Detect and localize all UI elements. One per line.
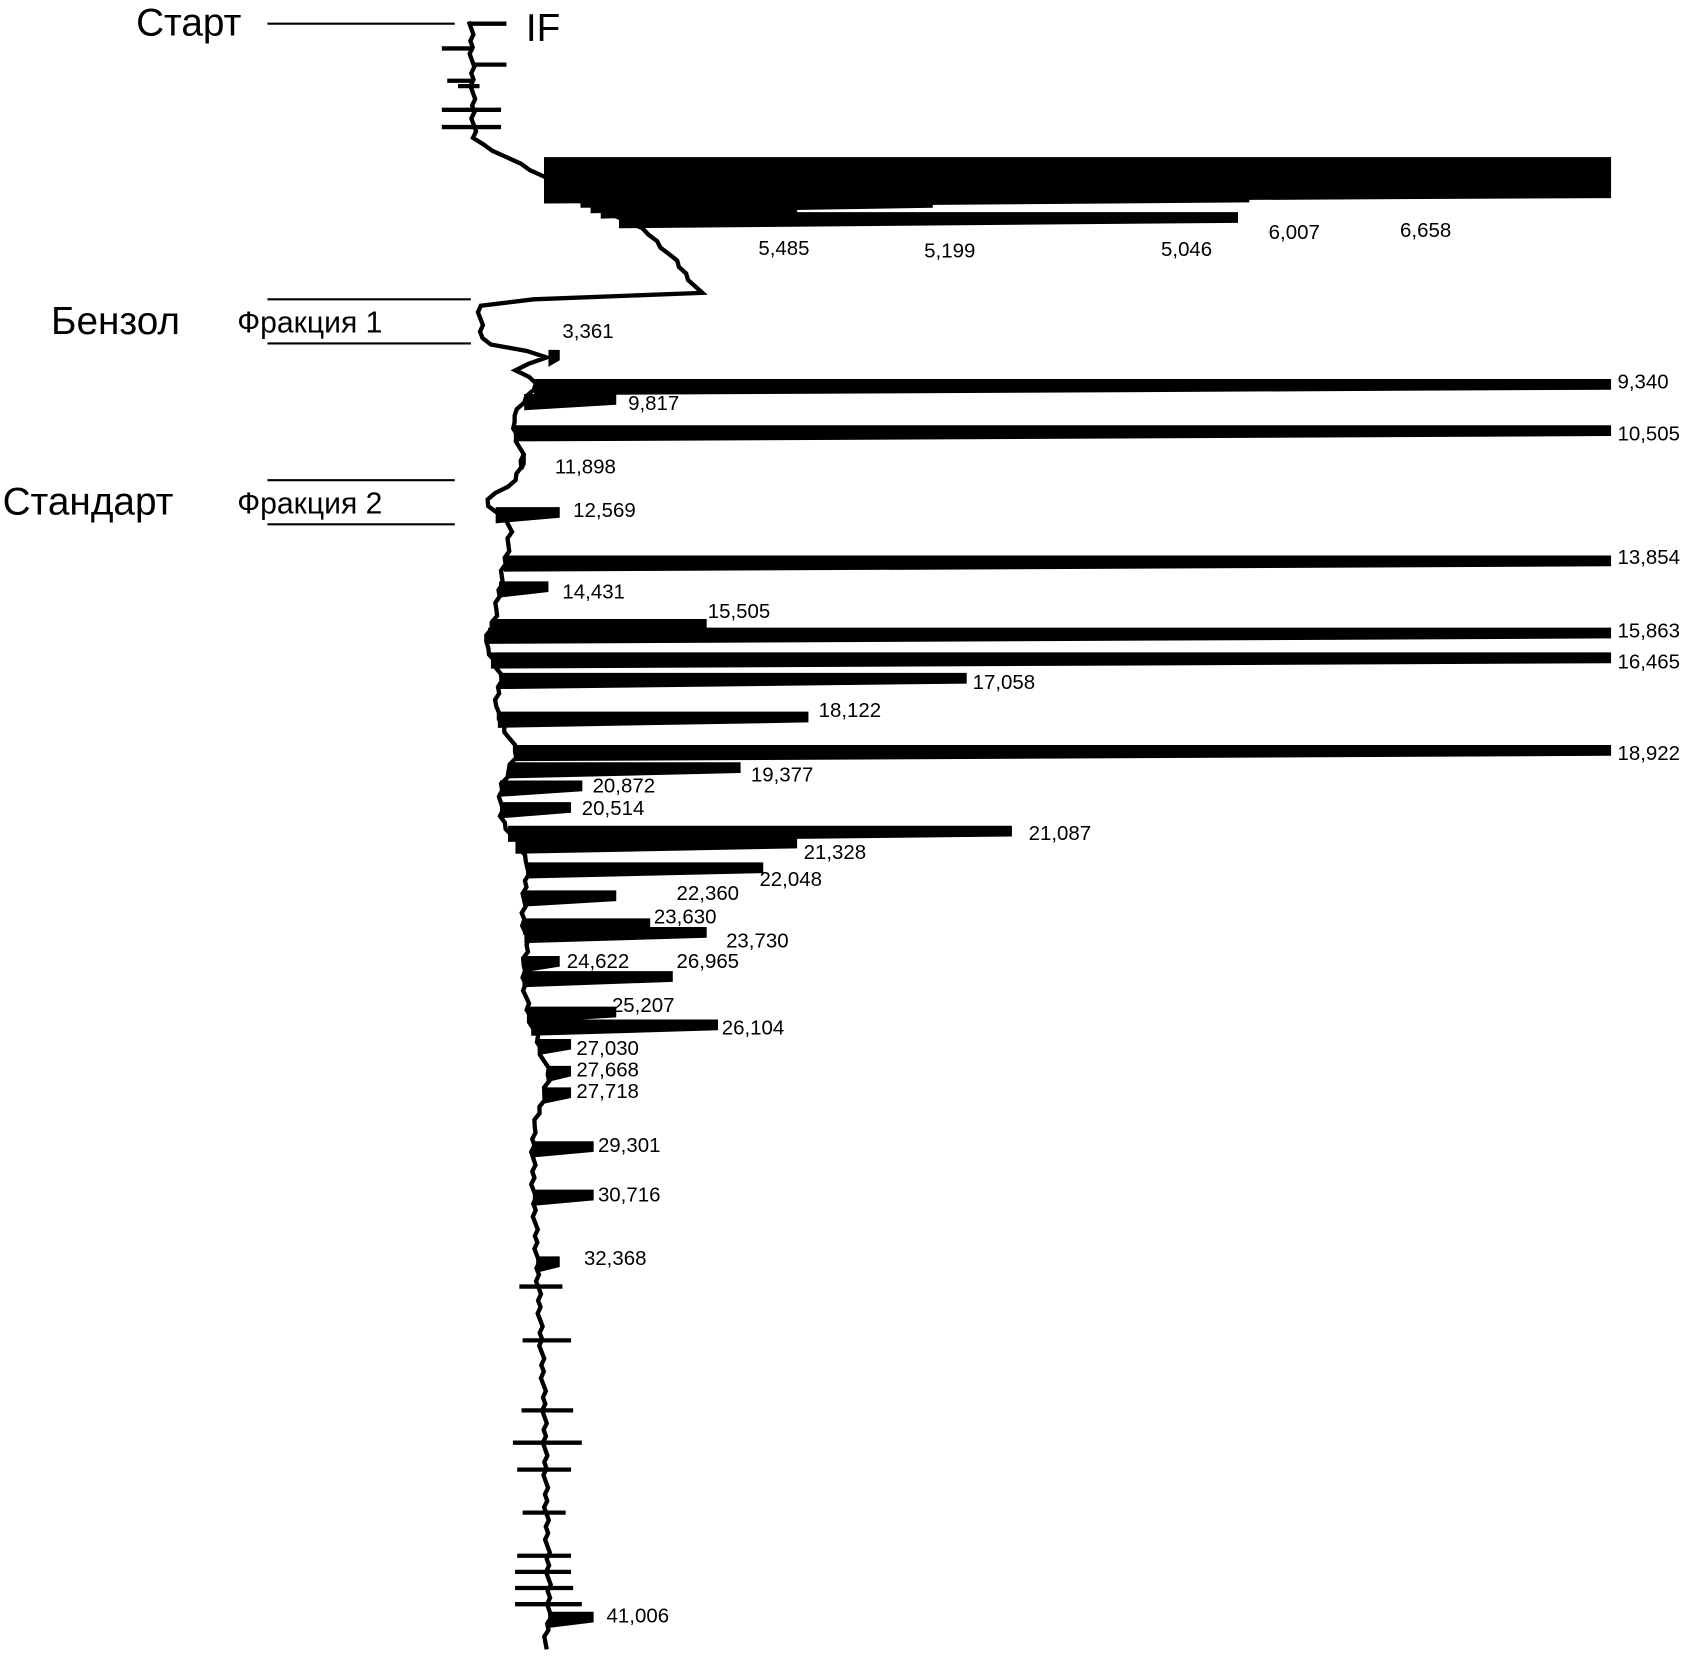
peak — [504, 555, 1612, 572]
peak-label: 22,360 — [677, 882, 740, 905]
peak-label: 9,340 — [1618, 371, 1669, 394]
annotations: Старт IF Бензол Фракция 1 Стандарт Фракц… — [3, 2, 560, 526]
peak — [515, 837, 798, 854]
peak — [534, 378, 1612, 396]
peak — [488, 627, 1612, 644]
peak-label: 32,368 — [584, 1247, 647, 1270]
peak-label: 12,569 — [573, 499, 636, 522]
peak — [532, 1141, 594, 1158]
peak-label: 20,872 — [593, 774, 656, 797]
peak-label: 41,006 — [607, 1604, 670, 1627]
peak-label: 11,898 — [555, 456, 616, 479]
peak — [532, 1189, 594, 1206]
peak-label: 25,207 — [612, 994, 675, 1017]
peak — [497, 711, 809, 728]
peak — [531, 1019, 718, 1036]
peak — [520, 454, 526, 470]
peak-label: 23,730 — [726, 929, 789, 952]
peak — [508, 825, 1012, 842]
peak — [524, 926, 707, 944]
peak — [495, 507, 560, 524]
peak-label: 20,514 — [582, 797, 645, 820]
peak-label: 14,431 — [562, 581, 625, 604]
peak-label: 6,007 — [1269, 221, 1320, 244]
peak-label: 27,668 — [576, 1059, 639, 1082]
peak-label: 27,030 — [576, 1037, 639, 1060]
peak-label: 5,199 — [924, 239, 975, 262]
peak — [526, 862, 764, 879]
peak — [526, 1006, 617, 1023]
peak-label: 16,465 — [1618, 651, 1681, 674]
peak-label: 5,485 — [758, 237, 809, 260]
peak — [522, 971, 673, 988]
peak — [536, 1256, 560, 1273]
standard-label: Стандарт — [3, 481, 174, 524]
peak — [548, 349, 560, 367]
start-label: Старт — [136, 2, 242, 45]
peak — [509, 762, 741, 779]
peak — [499, 581, 549, 598]
peak — [537, 1038, 572, 1056]
peak-label: 6,658 — [1400, 219, 1451, 242]
peak-label: 5,046 — [1161, 238, 1212, 261]
peak — [499, 802, 572, 819]
peak-label: 27,718 — [576, 1080, 639, 1103]
peak — [514, 745, 1612, 762]
peak-label: 24,622 — [567, 950, 630, 973]
peak — [490, 652, 1612, 669]
peak — [523, 890, 617, 907]
peak-label: 22,048 — [759, 868, 822, 891]
fraction2-label: Фракция 2 — [237, 488, 382, 521]
peak-label: 9,817 — [628, 392, 679, 415]
peak-label: 13,854 — [1618, 546, 1681, 569]
chromatogram-marks: 6,658 6,007 5,046 5,199 5,485 3,361 9,340 9,817… — [441, 20, 1681, 1650]
peak — [543, 157, 1612, 204]
solvent-label: Бензол — [51, 300, 180, 343]
peak — [543, 1087, 572, 1104]
peak-label: 21,087 — [1029, 822, 1092, 845]
peak — [548, 1611, 594, 1628]
peak-label: 18,122 — [819, 699, 882, 722]
peak-label: 15,863 — [1618, 619, 1681, 642]
peak-label: 26,965 — [677, 950, 740, 973]
peak-label: 15,505 — [708, 600, 771, 623]
peak — [513, 425, 1612, 442]
peak — [600, 202, 798, 219]
peak-label: 10,505 — [1618, 422, 1681, 445]
peak — [499, 780, 583, 797]
peak-label: 17,058 — [973, 671, 1036, 694]
peak-label: 3,361 — [562, 320, 613, 343]
fraction1-label: Фракция 1 — [237, 307, 382, 340]
peak — [523, 956, 560, 973]
peak-label: 18,922 — [1618, 742, 1681, 765]
peak-label: 29,301 — [598, 1134, 661, 1157]
peak-label: 21,328 — [804, 841, 867, 864]
peak — [546, 1065, 572, 1083]
peak-label: 19,377 — [751, 764, 814, 787]
peak-label: 26,104 — [722, 1017, 785, 1040]
peak-label: 30,716 — [598, 1184, 661, 1207]
peak-label: 23,630 — [654, 906, 717, 929]
peak — [524, 394, 617, 411]
peak — [499, 672, 967, 690]
injection-label: IF — [526, 7, 560, 50]
peak — [618, 212, 1239, 229]
